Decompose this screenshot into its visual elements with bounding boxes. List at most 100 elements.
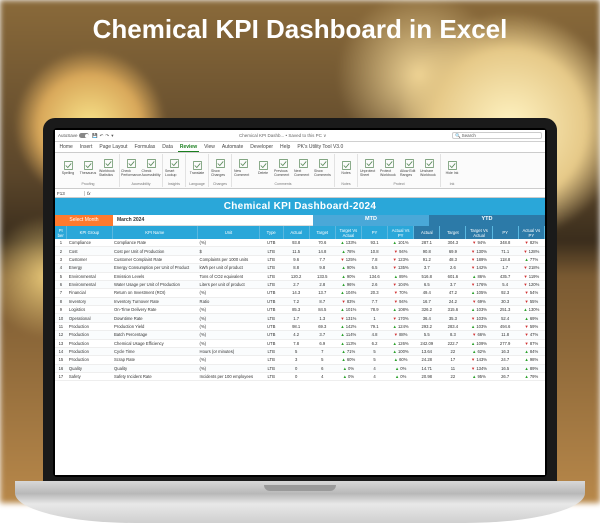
- ribbon-tab[interactable]: Developer: [249, 143, 275, 152]
- name-box[interactable]: F13: [57, 191, 85, 196]
- ribbon-button[interactable]: Unprotect Sheet: [360, 158, 378, 177]
- ribbon-button[interactable]: Allow Edit Ranges: [400, 158, 418, 177]
- ribbon-button[interactable]: Previous Comment: [274, 158, 292, 177]
- kpi-row[interactable]: 2CostCost per Unit of Production$LTB11.5…: [55, 247, 545, 255]
- kpi-row[interactable]: 14ProductionCycle TimeHours (or minutes)…: [55, 347, 545, 355]
- ribbon-button[interactable]: Protect Workbook: [380, 158, 398, 177]
- col-header[interactable]: Actual: [414, 226, 440, 239]
- ribbon-button[interactable]: New Comment: [234, 158, 252, 177]
- kpi-row[interactable]: 1ComplianceCompliance Rate(%)UTB93.870.6…: [55, 239, 545, 247]
- kpi-row[interactable]: 6EnvironmentalWater Usage per Unit of Pr…: [55, 280, 545, 288]
- page-title: Chemical KPI Dashboard in Excel: [0, 14, 600, 45]
- mtd-header: MTD: [313, 215, 429, 226]
- fx-icon[interactable]: fx: [87, 191, 91, 196]
- ribbon-tab[interactable]: Help: [279, 143, 292, 152]
- col-header[interactable]: Target: [309, 226, 335, 239]
- month-value[interactable]: March 2024: [113, 215, 313, 226]
- ribbon-button[interactable]: Next Comment: [294, 158, 312, 177]
- ribbon-group-label: Changes: [213, 182, 227, 186]
- ribbon-tab[interactable]: Formulas: [133, 143, 157, 152]
- kpi-row[interactable]: 12ProductionBatch Percentage(%)UTB4.23.7…: [55, 331, 545, 339]
- ribbon-button[interactable]: Hide Ink: [443, 160, 461, 176]
- search-placeholder: Search: [462, 133, 476, 138]
- col-header[interactable]: KPI Name: [112, 226, 198, 239]
- ribbon-tab[interactable]: Insert: [78, 143, 94, 152]
- search-icon: 🔍: [455, 133, 461, 139]
- ribbon-button[interactable]: Show Changes: [211, 158, 229, 177]
- ribbon-group: Translate Language: [186, 154, 209, 187]
- kpi-row[interactable]: 16QualityQuality(%)LTB06▲ 0%4▲ 0%14.7111…: [55, 364, 545, 372]
- kpi-row[interactable]: 17SafetySafety Incident RateIncidents pe…: [55, 373, 545, 381]
- ribbon-button[interactable]: Spelling: [59, 160, 77, 176]
- col-header[interactable]: PY: [492, 226, 518, 239]
- ribbon-button[interactable]: Show Comments: [314, 158, 332, 177]
- month-selector-row: Select Month March 2024 MTD YTD: [55, 215, 545, 226]
- kpi-row[interactable]: 4EnergyEnergy Consumption per Unit of Pr…: [55, 264, 545, 272]
- ribbon: SpellingThesaurusWorkbook Statistics Proo…: [55, 153, 545, 189]
- ribbon-group: Notes Notes: [335, 154, 358, 187]
- ribbon-group: Unprotect SheetProtect WorkbookAllow Edi…: [358, 154, 441, 187]
- ribbon-group-label: Language: [189, 182, 205, 186]
- ribbon-tab[interactable]: PK's Utility Tool V3.0: [296, 143, 345, 152]
- kpi-table: PI berKPI GroupKPI NameUnitTypeActualTar…: [55, 226, 545, 381]
- autosave-toggle[interactable]: AutoSave: [58, 133, 89, 138]
- quick-access-toolbar[interactable]: 💾 ↶ ↷ ▾: [92, 133, 113, 139]
- col-header[interactable]: Actual: [283, 226, 309, 239]
- ribbon-group-label: Proofing: [81, 182, 94, 186]
- ribbon-button[interactable]: Workbook Statistics: [99, 158, 117, 177]
- ribbon-tab[interactable]: Review: [178, 143, 198, 152]
- document-name[interactable]: Chemical KPI Dashb... • Saved to this PC…: [116, 133, 449, 139]
- col-header[interactable]: PY: [361, 226, 387, 239]
- kpi-row[interactable]: 10OperationalDowntime Rate(%)LTB1.71.3▼ …: [55, 314, 545, 322]
- kpi-row[interactable]: 8InventoryInventory Turnover RateRatioUT…: [55, 297, 545, 305]
- col-header[interactable]: PI ber: [55, 226, 67, 239]
- ribbon-button[interactable]: Notes: [337, 160, 355, 176]
- ribbon-button[interactable]: Check Performance: [122, 158, 140, 177]
- dashboard-title: Chemical KPI Dashboard-2024: [55, 198, 545, 215]
- ribbon-button[interactable]: Unshare Workbook: [420, 158, 438, 177]
- col-header[interactable]: Actual Vs PY: [518, 226, 544, 239]
- ribbon-group: Hide Ink Ink: [441, 154, 463, 187]
- ribbon-tab[interactable]: View: [203, 143, 217, 152]
- kpi-row[interactable]: 9LogisticsOn-Time Delivery Rate(%)UTB85.…: [55, 306, 545, 314]
- undo-icon[interactable]: ↶: [100, 133, 104, 139]
- kpi-row[interactable]: 15ProductionScrap Rate(%)LTB35▲ 60%5▲ 60…: [55, 356, 545, 364]
- kpi-row[interactable]: 7FinancialReturn on Investment (ROI)(%)U…: [55, 289, 545, 297]
- select-month-button[interactable]: Select Month: [55, 215, 113, 226]
- redo-icon[interactable]: ↷: [105, 133, 109, 139]
- kpi-row[interactable]: 13ProductionChemical Usage Efficiency(%)…: [55, 339, 545, 347]
- ribbon-tab[interactable]: Page Layout: [98, 143, 129, 152]
- ytd-header: YTD: [429, 215, 545, 226]
- col-header[interactable]: Target: [440, 226, 466, 239]
- ribbon-tab[interactable]: Data: [161, 143, 175, 152]
- ribbon-group-label: Notes: [341, 182, 350, 186]
- search-box[interactable]: 🔍 Search: [452, 132, 542, 139]
- ribbon-button[interactable]: Smart Lookup: [165, 158, 183, 177]
- kpi-row[interactable]: 3CustomerCustomer Complaint RateComplain…: [55, 255, 545, 263]
- ribbon-button[interactable]: Check Accessibility: [142, 158, 160, 177]
- col-header[interactable]: Target Vs Actual: [335, 226, 361, 239]
- col-header[interactable]: KPI Group: [67, 226, 112, 239]
- col-header[interactable]: Type: [259, 226, 283, 239]
- kpi-row[interactable]: 11ProductionProduction Yield(%)UTB98.169…: [55, 322, 545, 330]
- formula-bar[interactable]: F13 fx: [55, 189, 545, 198]
- ribbon-button[interactable]: Thesaurus: [79, 160, 97, 176]
- excel-window: AutoSave 💾 ↶ ↷ ▾ Chemical KPI Dashb... •…: [55, 130, 545, 475]
- ribbon-tabs: Home Insert Page Layout Formulas DataReview V…: [55, 142, 545, 153]
- ribbon-tab[interactable]: Automate: [220, 143, 244, 152]
- ribbon-group-label: Accessibility: [131, 182, 150, 186]
- ribbon-group-label: Insights: [168, 182, 180, 186]
- col-header[interactable]: Actual Vs PY: [388, 226, 414, 239]
- kpi-row[interactable]: 5EnvironmentalEmission LevelsTons of CO2…: [55, 272, 545, 280]
- save-icon[interactable]: 💾: [92, 133, 98, 139]
- ribbon-group: New CommentDeletePrevious CommentNext Co…: [232, 154, 335, 187]
- col-header[interactable]: Target Vs Actual: [466, 226, 492, 239]
- ribbon-tab[interactable]: Home: [58, 143, 74, 152]
- col-header[interactable]: Unit: [198, 226, 260, 239]
- ribbon-button[interactable]: Delete: [254, 160, 272, 176]
- laptop-mockup: AutoSave 💾 ↶ ↷ ▾ Chemical KPI Dashb... •…: [15, 118, 585, 523]
- ribbon-button[interactable]: Translate: [188, 160, 206, 176]
- ribbon-group-label: Ink: [450, 182, 455, 186]
- qat-more-icon[interactable]: ▾: [111, 133, 113, 139]
- ribbon-group: Smart Lookup Insights: [163, 154, 186, 187]
